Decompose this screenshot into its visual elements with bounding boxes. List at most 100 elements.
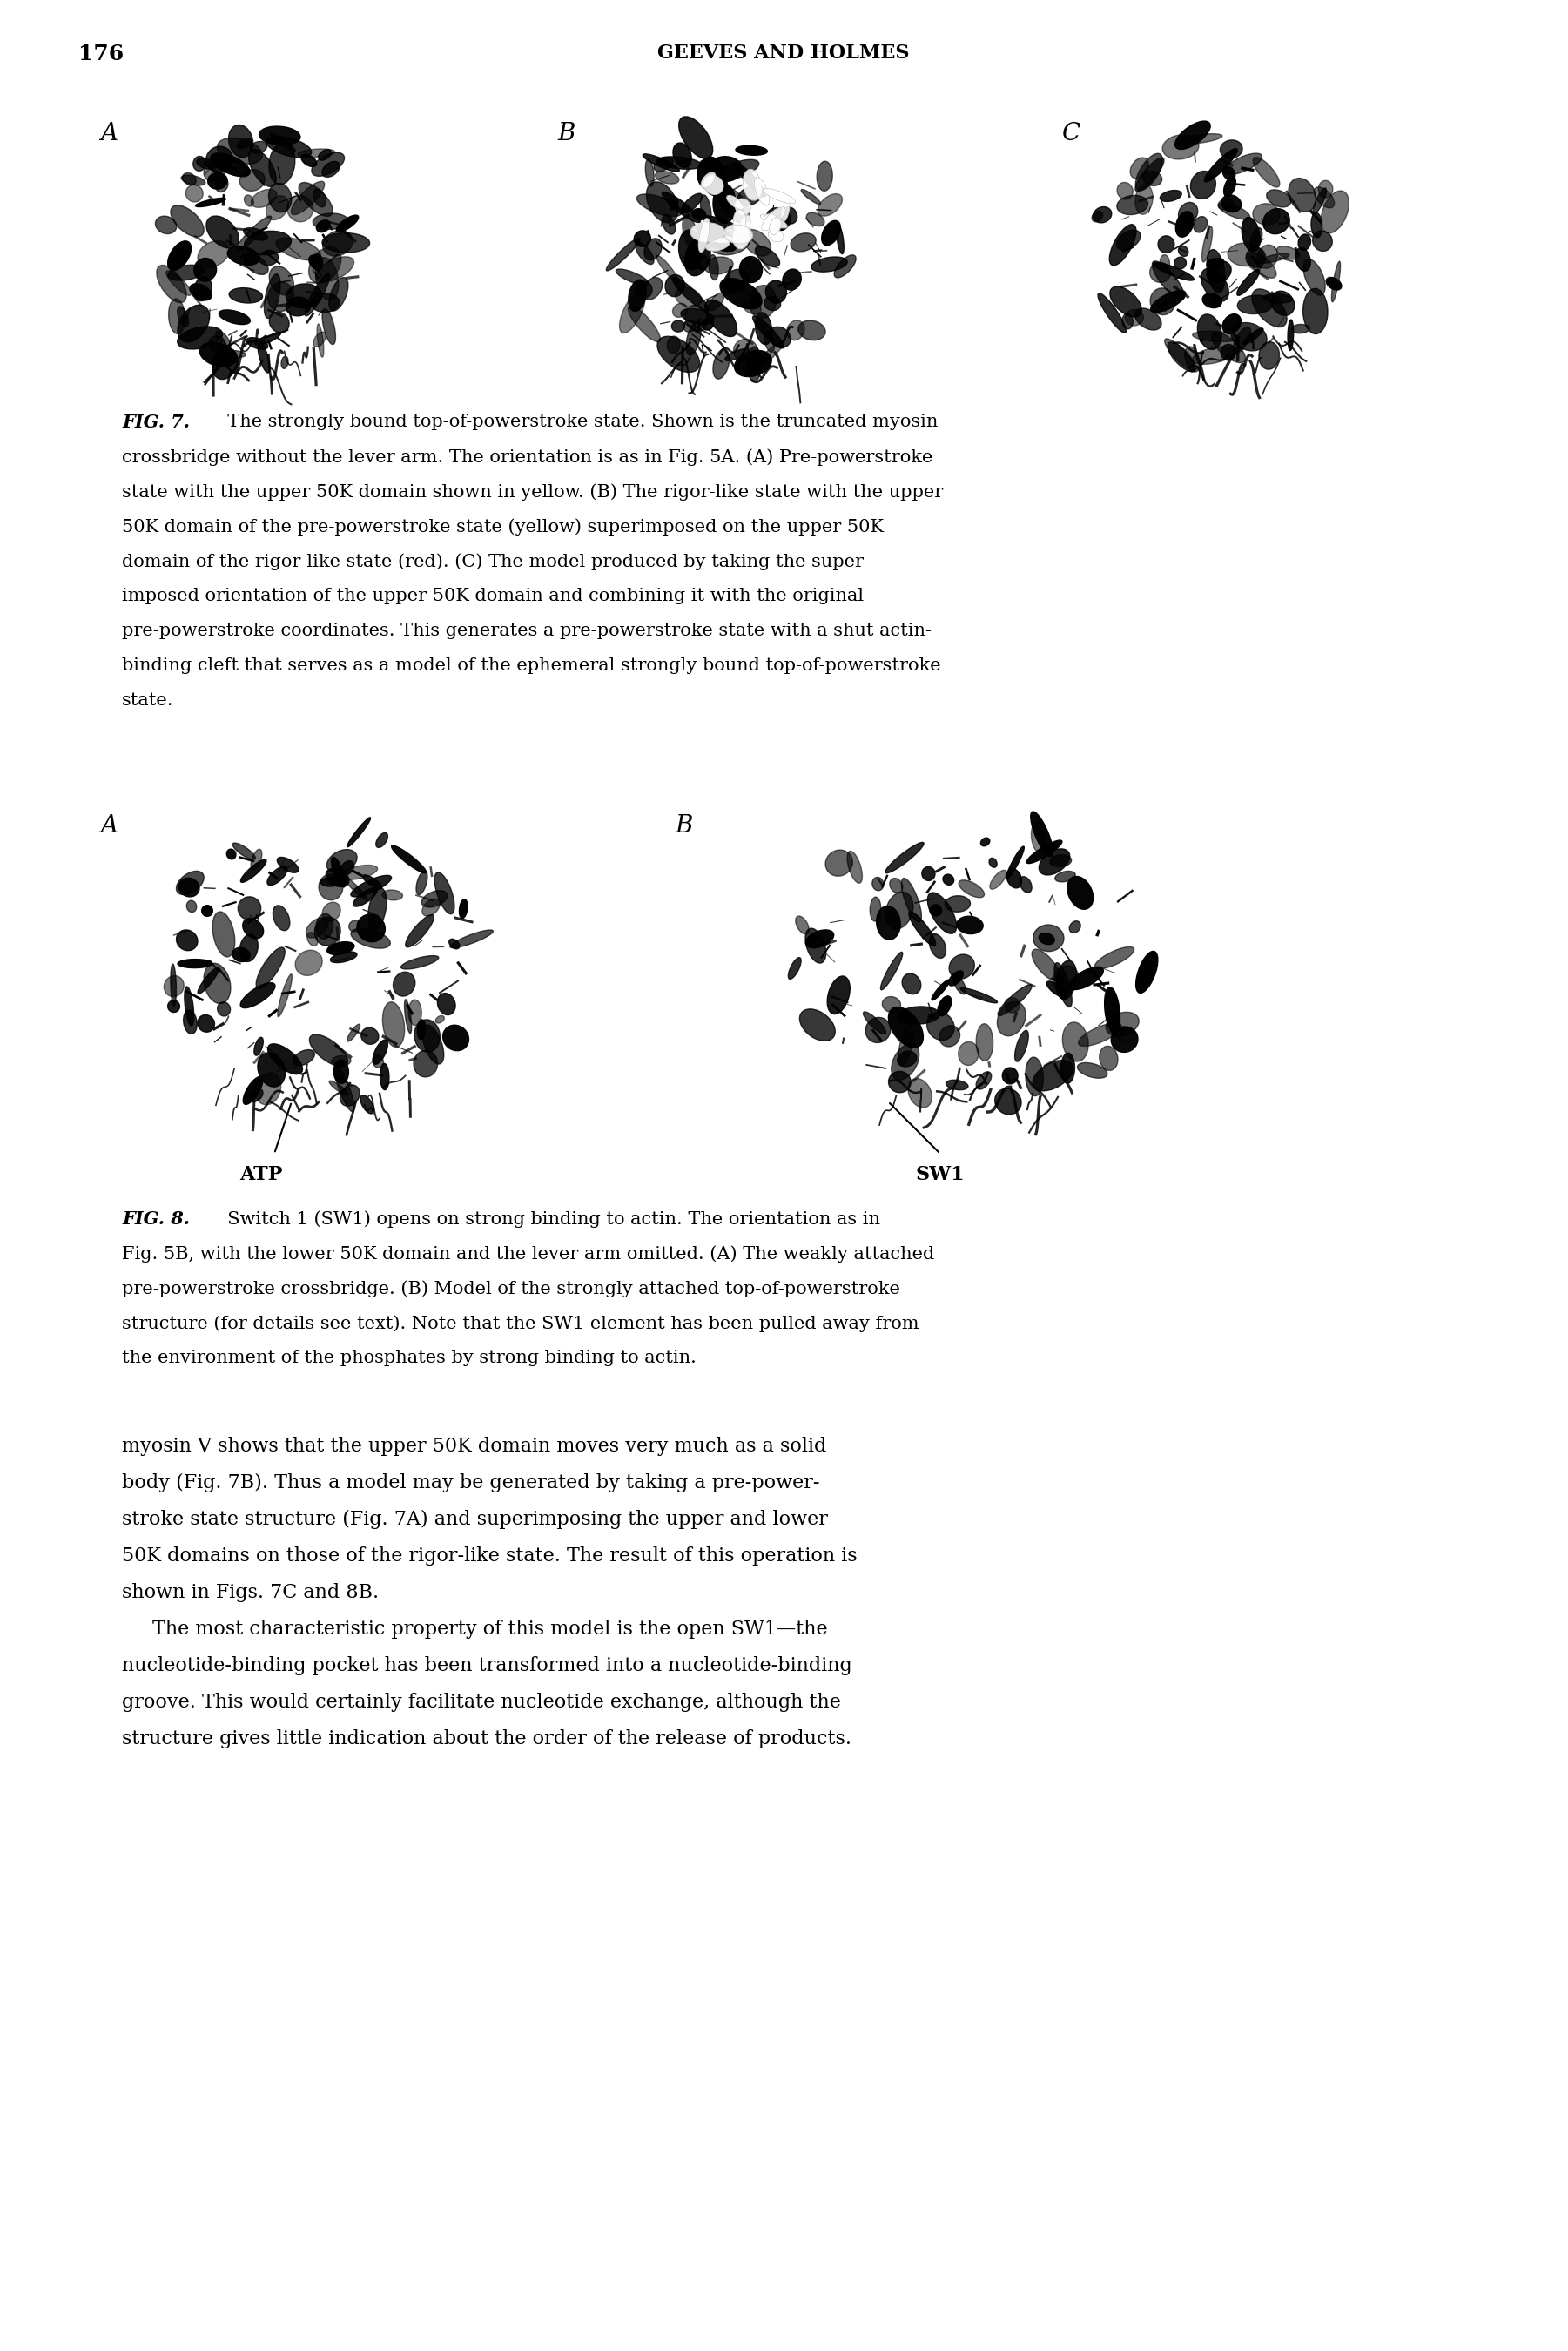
Polygon shape <box>246 339 268 350</box>
Polygon shape <box>1221 195 1242 212</box>
Polygon shape <box>671 320 685 331</box>
Polygon shape <box>1223 176 1236 197</box>
Polygon shape <box>770 216 781 235</box>
Polygon shape <box>309 1034 348 1067</box>
Polygon shape <box>416 870 428 896</box>
Polygon shape <box>889 1072 911 1093</box>
Polygon shape <box>194 277 212 301</box>
Polygon shape <box>1228 242 1264 266</box>
Polygon shape <box>685 237 710 275</box>
Polygon shape <box>764 188 795 205</box>
Polygon shape <box>1162 134 1200 160</box>
Polygon shape <box>1203 226 1212 261</box>
Polygon shape <box>270 143 295 186</box>
Polygon shape <box>1152 263 1193 280</box>
Polygon shape <box>1218 200 1234 209</box>
Polygon shape <box>706 240 729 252</box>
Polygon shape <box>321 877 342 886</box>
Polygon shape <box>229 125 252 158</box>
Polygon shape <box>734 339 757 362</box>
Polygon shape <box>1116 230 1140 249</box>
Polygon shape <box>949 971 963 985</box>
Polygon shape <box>897 1051 917 1067</box>
Text: SW1: SW1 <box>916 1166 964 1185</box>
Polygon shape <box>318 875 343 900</box>
Polygon shape <box>1247 252 1276 277</box>
Polygon shape <box>321 233 370 252</box>
Polygon shape <box>930 933 946 959</box>
Polygon shape <box>1251 289 1287 327</box>
Polygon shape <box>1143 172 1162 186</box>
Polygon shape <box>958 879 985 898</box>
Polygon shape <box>891 1044 919 1079</box>
Polygon shape <box>351 929 390 947</box>
Polygon shape <box>662 193 701 223</box>
Polygon shape <box>312 214 348 230</box>
Polygon shape <box>340 860 354 875</box>
Polygon shape <box>348 919 361 931</box>
Polygon shape <box>724 348 750 360</box>
Polygon shape <box>287 195 314 221</box>
Text: A: A <box>100 122 118 146</box>
Polygon shape <box>1234 327 1251 353</box>
Polygon shape <box>1135 158 1163 190</box>
Text: The strongly bound top-of-powerstroke state. Shown is the truncated myosin: The strongly bound top-of-powerstroke st… <box>216 414 938 430</box>
Polygon shape <box>207 172 227 188</box>
Polygon shape <box>1005 997 1019 1013</box>
Text: pre-powerstroke coordinates. This generates a pre-powerstroke state with a shut : pre-powerstroke coordinates. This genera… <box>122 623 931 639</box>
Polygon shape <box>314 331 326 348</box>
Polygon shape <box>1242 216 1261 252</box>
Polygon shape <box>1054 964 1073 1006</box>
Polygon shape <box>619 292 644 334</box>
Polygon shape <box>1110 223 1137 266</box>
Polygon shape <box>1149 263 1171 282</box>
Polygon shape <box>673 143 691 167</box>
Polygon shape <box>902 879 922 922</box>
Polygon shape <box>249 1089 263 1103</box>
Polygon shape <box>1093 207 1112 223</box>
Polygon shape <box>1032 820 1047 853</box>
Text: binding cleft that serves as a model of the ephemeral strongly bound top-of-powe: binding cleft that serves as a model of … <box>122 658 941 675</box>
Polygon shape <box>1207 259 1223 268</box>
Polygon shape <box>743 169 762 200</box>
Polygon shape <box>198 240 229 268</box>
Text: 50K domains on those of the rigor-like state. The result of this operation is: 50K domains on those of the rigor-like s… <box>122 1547 858 1566</box>
Polygon shape <box>267 868 287 886</box>
Polygon shape <box>822 221 840 245</box>
Polygon shape <box>657 336 699 371</box>
Polygon shape <box>215 176 227 193</box>
Polygon shape <box>834 254 856 277</box>
Polygon shape <box>1207 261 1231 282</box>
Text: shown in Figs. 7C and 8B.: shown in Figs. 7C and 8B. <box>122 1582 379 1601</box>
Polygon shape <box>724 270 750 294</box>
Polygon shape <box>1033 924 1063 952</box>
Polygon shape <box>1289 179 1316 212</box>
Polygon shape <box>273 905 290 931</box>
Polygon shape <box>1174 122 1210 150</box>
Polygon shape <box>317 324 323 357</box>
Polygon shape <box>256 1072 281 1105</box>
Polygon shape <box>293 1051 315 1065</box>
Polygon shape <box>1220 141 1242 158</box>
Text: structure gives little indication about the order of the release of products.: structure gives little indication about … <box>122 1730 851 1749</box>
Polygon shape <box>1319 181 1333 197</box>
Polygon shape <box>760 214 787 228</box>
Polygon shape <box>789 957 801 978</box>
Polygon shape <box>326 849 358 872</box>
Polygon shape <box>171 205 204 237</box>
Polygon shape <box>1262 209 1289 235</box>
Polygon shape <box>243 228 268 240</box>
Polygon shape <box>1225 153 1262 174</box>
Polygon shape <box>685 306 707 331</box>
Polygon shape <box>1123 313 1134 329</box>
Polygon shape <box>315 917 340 945</box>
Polygon shape <box>450 931 492 947</box>
Text: GEEVES AND HOLMES: GEEVES AND HOLMES <box>657 45 909 63</box>
Polygon shape <box>1312 188 1327 214</box>
Polygon shape <box>1057 962 1077 999</box>
Polygon shape <box>698 223 737 252</box>
Polygon shape <box>417 1020 425 1039</box>
Polygon shape <box>318 150 331 160</box>
Polygon shape <box>629 306 660 341</box>
Polygon shape <box>194 259 216 282</box>
